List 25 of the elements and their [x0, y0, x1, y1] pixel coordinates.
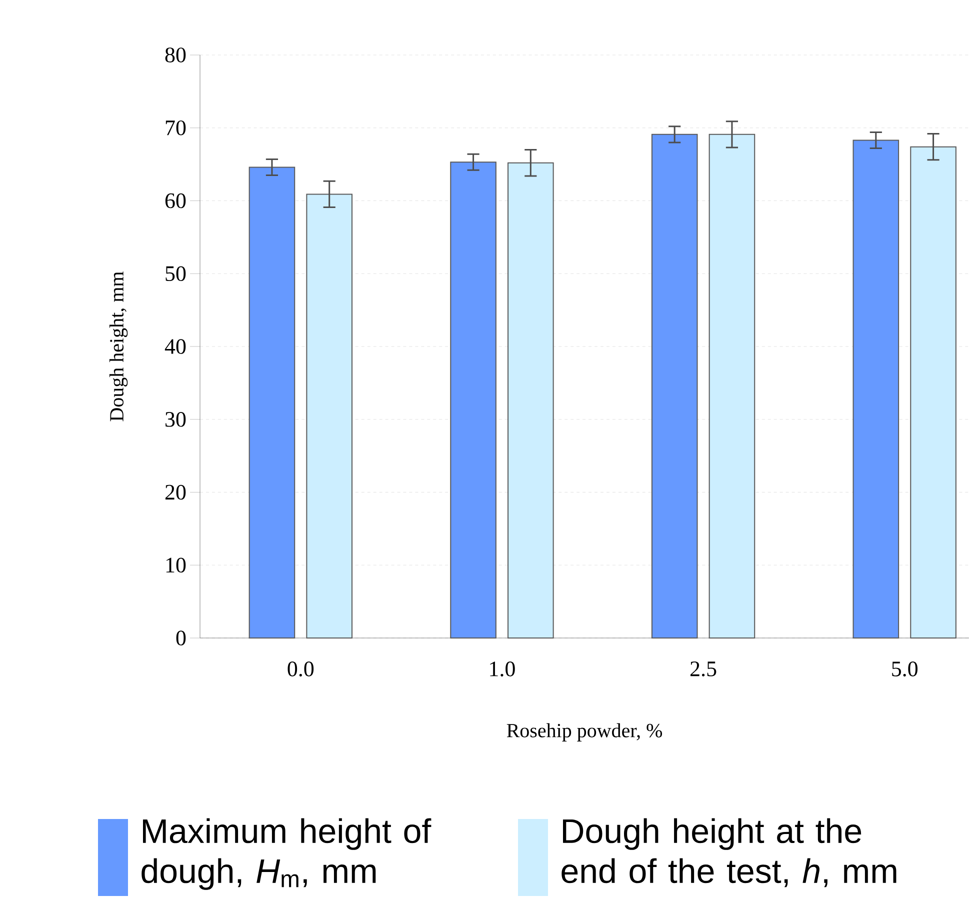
x-tick-label: 1.0: [490, 662, 515, 676]
y-tick-label: 80: [165, 48, 186, 62]
bar: [248, 166, 296, 638]
y-tick-label: 0: [176, 630, 186, 646]
x-tick-label: 0.0: [288, 662, 314, 676]
bar: [508, 162, 554, 638]
y-tick-label: 40: [164, 339, 186, 354]
bar: [306, 194, 352, 638]
bar: [651, 134, 698, 638]
bar: [852, 140, 900, 638]
bar: [708, 134, 756, 638]
y-tick-label: 20: [165, 484, 186, 500]
x-axis-title: Rosehip powder, %: [506, 723, 662, 742]
x-tick-label: 5.0: [892, 662, 918, 676]
y-tick-label: 30: [166, 412, 186, 427]
bar: [450, 162, 496, 638]
legend-label: Dough height at the end of the test, h, mm: [562, 818, 896, 888]
legend-label: Maximum height of dough, H$_{m}$, mm: [142, 818, 432, 890]
y-axis-title: Dough height, mm: [109, 272, 128, 422]
y-tick-label: 70: [166, 120, 186, 136]
x-tick-label: 2.5: [690, 662, 716, 676]
y-tick-label: 50: [166, 266, 186, 282]
bar: [910, 146, 956, 638]
y-tick-label: 10: [166, 558, 186, 573]
y-tick-label: 60: [165, 193, 186, 208]
